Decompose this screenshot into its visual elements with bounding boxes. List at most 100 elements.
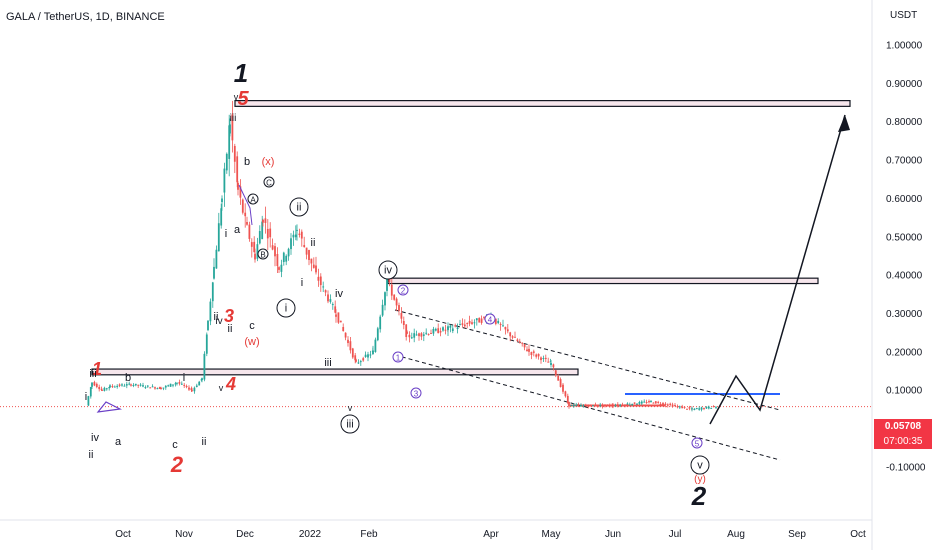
y-tick-label: 0.80000 (886, 117, 923, 128)
candle-body (213, 266, 215, 279)
candle-body (703, 408, 705, 410)
pattern-triangle (96, 401, 123, 413)
wave-label: ii (89, 449, 94, 461)
wave-label: v (697, 460, 703, 472)
wave-label: v (234, 92, 239, 102)
candle-body (509, 332, 512, 337)
candle-body (298, 233, 301, 235)
candle-body (710, 407, 713, 409)
candle-body (596, 405, 599, 407)
x-tick-label: May (542, 529, 561, 540)
candle-body (624, 404, 626, 406)
wave-circle (378, 260, 398, 280)
projection-arrowhead (838, 115, 850, 132)
candle-body (425, 332, 428, 334)
candle-body (405, 324, 408, 337)
candle-body (310, 258, 313, 264)
candle-body (344, 332, 347, 338)
candle-body (645, 401, 648, 403)
candle-body (715, 406, 717, 408)
x-tick-label: Aug (727, 529, 745, 540)
price-zone (387, 277, 819, 285)
candle-body (228, 125, 231, 159)
candle-body (89, 387, 92, 397)
wave-label: ii (228, 323, 233, 335)
wave-circle (392, 351, 404, 363)
candle-body (557, 375, 560, 381)
candle-body (229, 124, 231, 134)
candle-body (413, 333, 416, 338)
candle-body (132, 384, 135, 386)
candle-body (628, 404, 631, 406)
wave-label: v (348, 403, 353, 413)
candle-body (280, 264, 283, 272)
candle-body (203, 353, 206, 380)
x-tick-label: Oct (850, 529, 866, 540)
candle-body (167, 385, 170, 387)
candle-body (278, 267, 280, 270)
candle-body (707, 406, 710, 409)
wave-circle (340, 414, 360, 434)
candle-body (459, 324, 461, 326)
candle-body (575, 404, 578, 406)
candle-body (669, 403, 672, 405)
candle-body (342, 327, 345, 332)
candle-body (550, 363, 552, 366)
candle-body (544, 357, 547, 360)
wave-label: A (250, 196, 256, 205)
wave-label: iv (91, 432, 99, 444)
candle-body (439, 331, 442, 333)
candle-body (269, 228, 272, 238)
candle-body (478, 318, 481, 323)
wave-label: 3 (414, 390, 419, 399)
candle-body (604, 404, 606, 406)
candle-body (190, 388, 193, 391)
wave-label: b (244, 156, 250, 168)
candle-body (589, 404, 592, 406)
candle-body (285, 255, 288, 262)
candle-body (334, 306, 337, 313)
candle-body (250, 242, 253, 247)
candle-body (367, 354, 369, 358)
candle-body (475, 318, 478, 321)
candle-body (468, 320, 471, 324)
wave-label: 1 (396, 354, 401, 363)
y-tick-label: -0.10000 (886, 462, 926, 473)
candle-body (125, 384, 128, 386)
candle-body (619, 404, 622, 406)
candle-body (566, 395, 569, 403)
candle-body (621, 404, 624, 406)
candle-body (570, 404, 573, 407)
candle-body (616, 404, 619, 406)
wave-circle (263, 176, 275, 188)
candle-body (599, 404, 602, 407)
channel-lower (394, 354, 781, 461)
candle-body (201, 378, 203, 381)
candle-body (195, 385, 198, 387)
candle-body (300, 231, 303, 239)
candle-body (681, 406, 684, 409)
candle-body (552, 364, 555, 368)
candle-body (540, 357, 542, 361)
candle-body (331, 304, 334, 306)
candle-body (606, 404, 609, 406)
wave-label: c (172, 439, 178, 451)
candle-body (592, 405, 594, 407)
candle-body (633, 402, 636, 404)
wave-label: i (183, 372, 185, 384)
candle-body (374, 339, 377, 352)
last-price-label: 0.05708 (884, 421, 922, 432)
candle-body (381, 304, 384, 316)
wave-label: ii (202, 436, 207, 448)
candle-body (695, 408, 698, 410)
candle-body (432, 328, 435, 334)
candle-body (400, 312, 403, 319)
candle-body (116, 385, 119, 388)
candle-body (386, 278, 388, 291)
wave-label: iii (324, 357, 331, 369)
candle-body (225, 153, 228, 171)
wave-label: iii (346, 419, 353, 431)
candle-body (437, 328, 440, 334)
candle-body (93, 382, 96, 386)
